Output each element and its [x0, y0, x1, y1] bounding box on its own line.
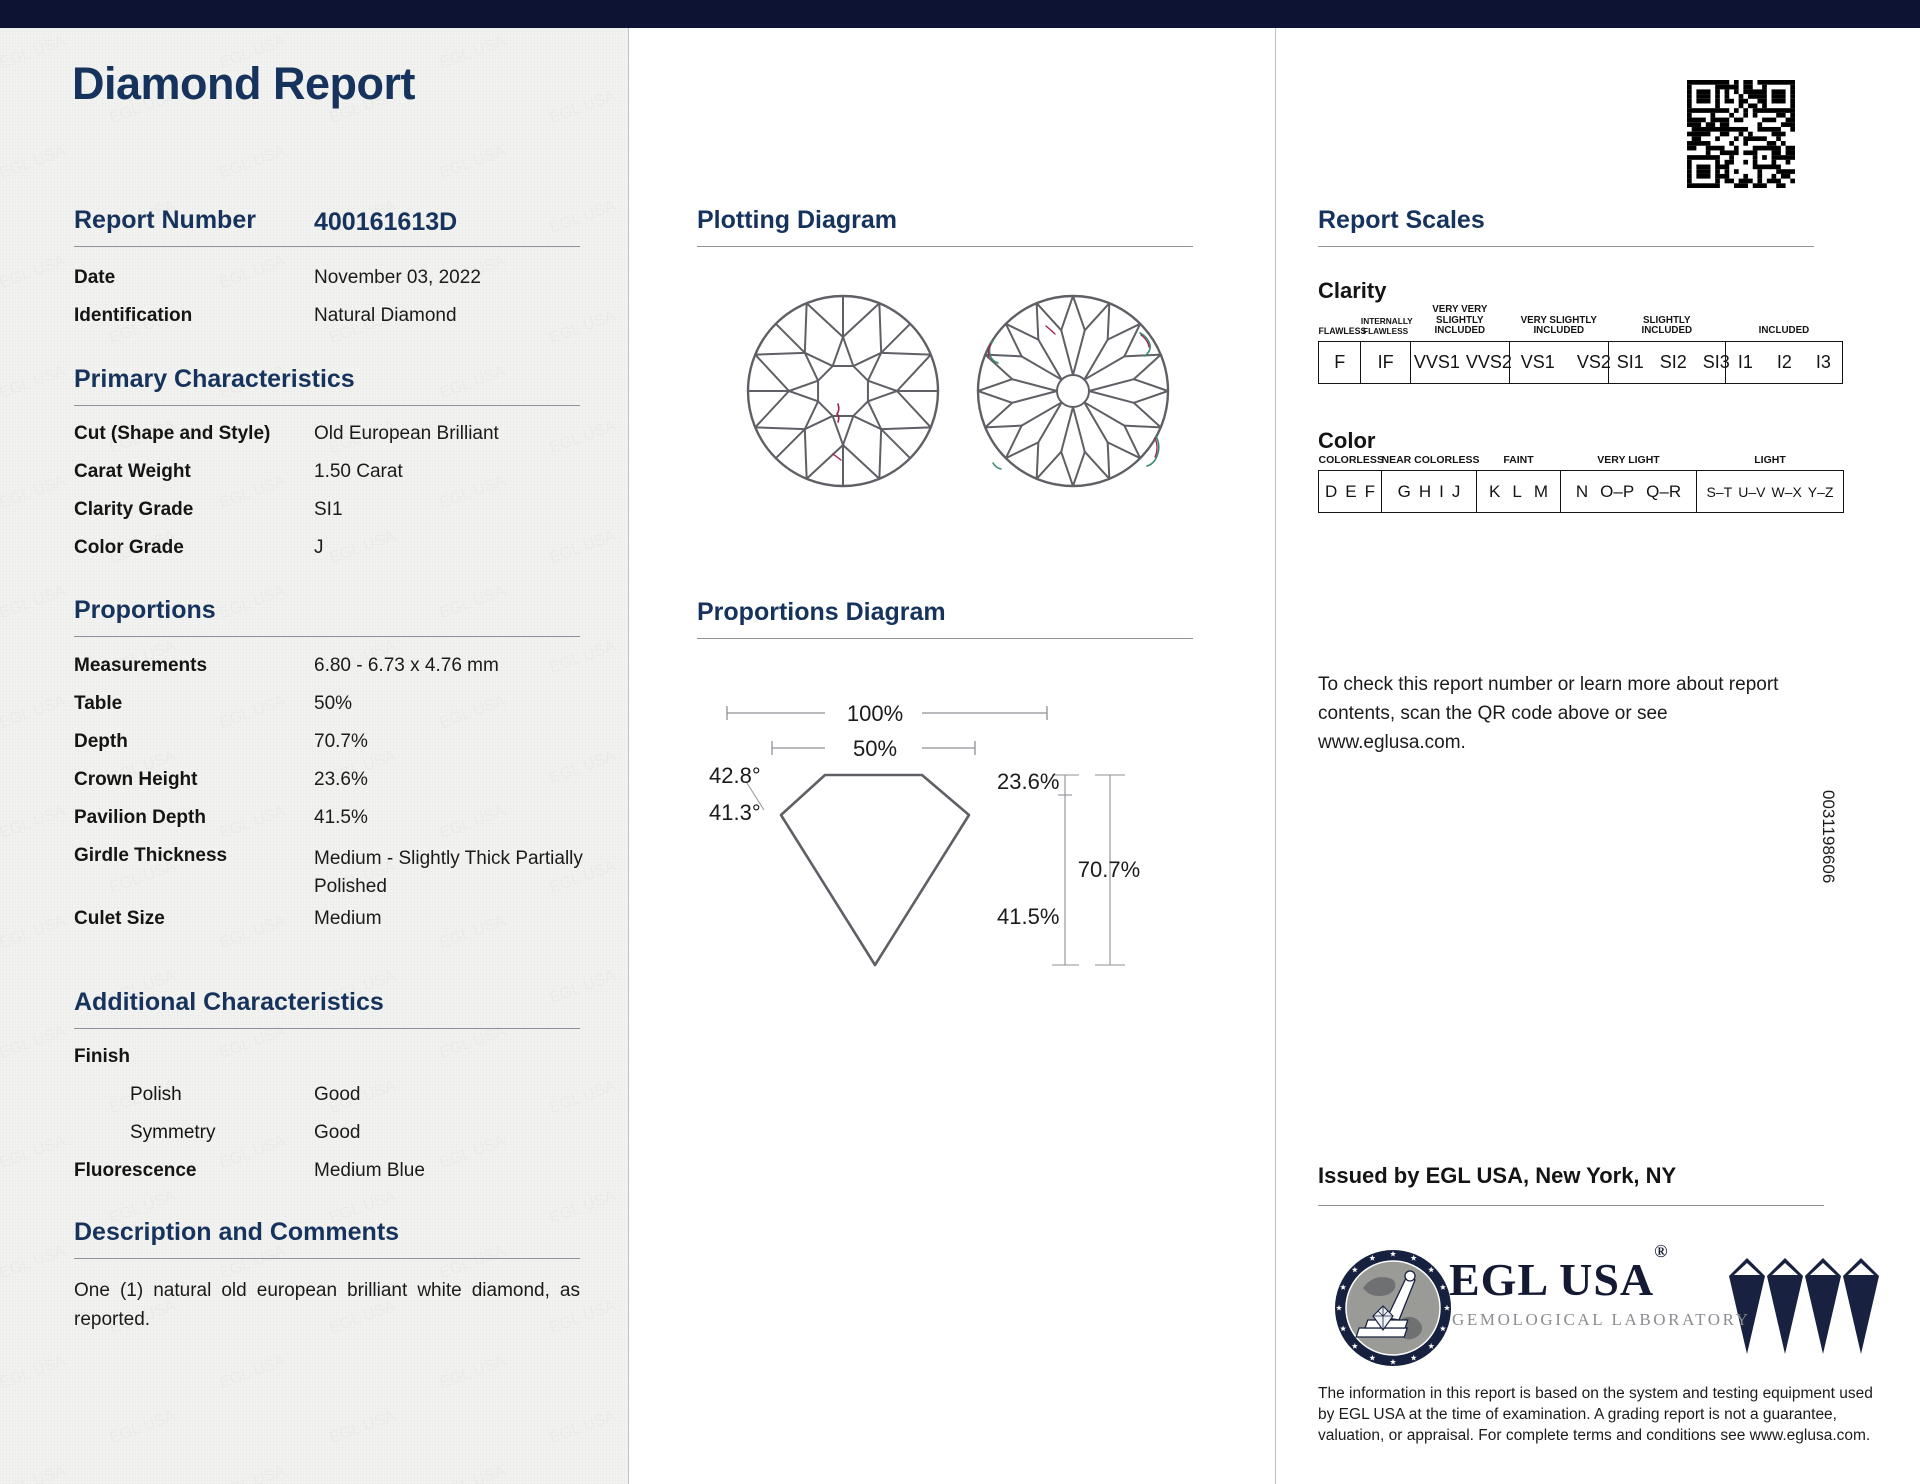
- svg-text:100%: 100%: [847, 701, 903, 726]
- svg-text:42.8°: 42.8°: [709, 763, 761, 788]
- svg-text:41.5%: 41.5%: [997, 904, 1059, 929]
- svg-text:23.6%: 23.6%: [997, 769, 1059, 794]
- svg-text:41.3°: 41.3°: [709, 800, 761, 825]
- svg-text:70.7%: 70.7%: [1078, 857, 1140, 882]
- svg-text:50%: 50%: [853, 736, 897, 761]
